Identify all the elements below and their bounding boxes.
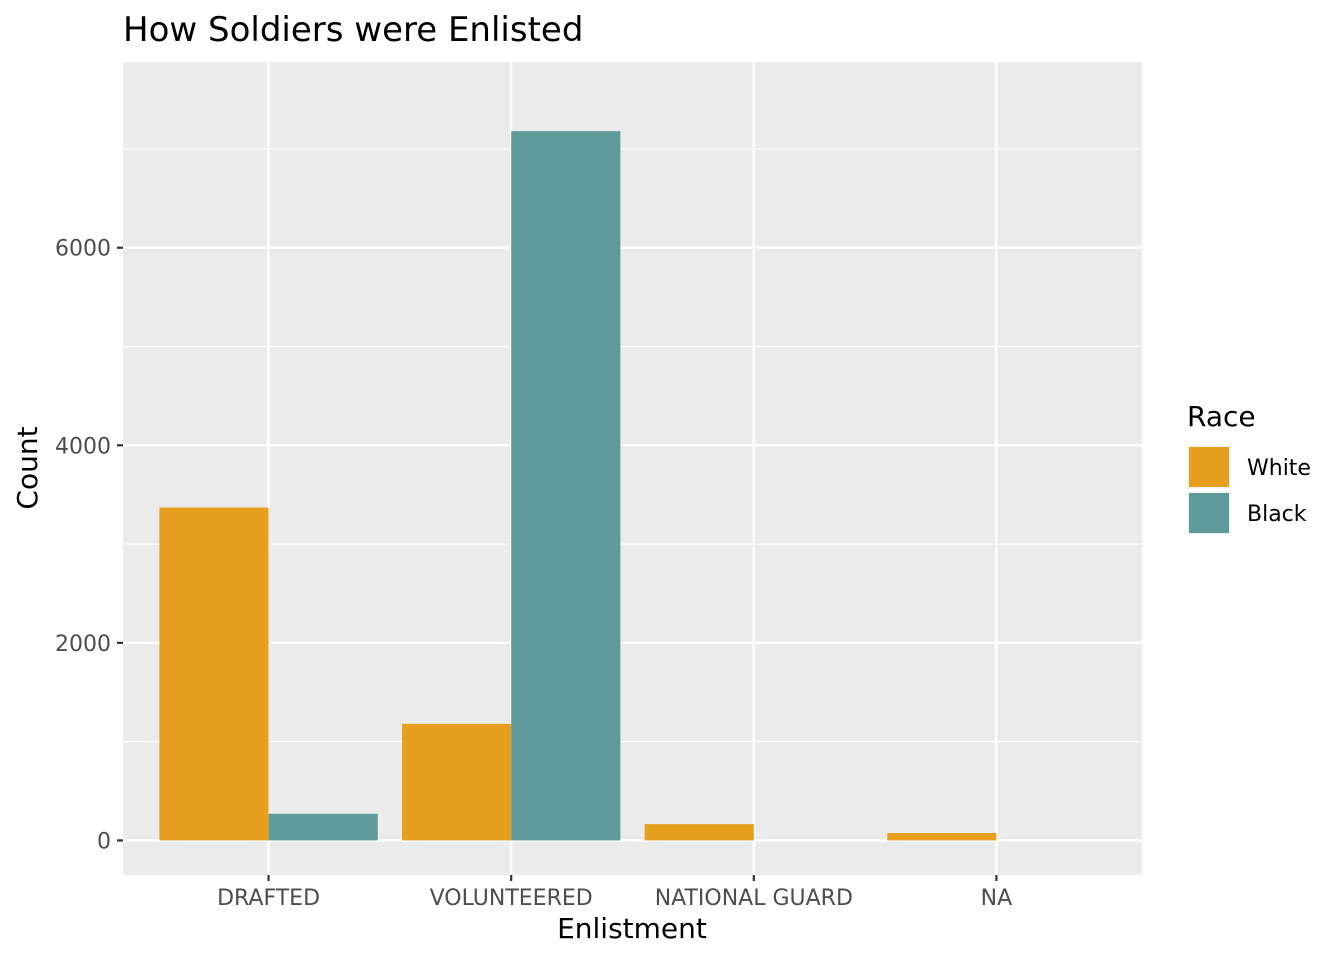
legend-title: Race — [1187, 400, 1256, 433]
x-tick-label: NATIONAL GUARD — [655, 886, 853, 911]
x-axis: DRAFTED VOLUNTEERED NATIONAL GUARD NA — [217, 875, 1012, 911]
y-axis: 0 2000 4000 6000 — [55, 237, 123, 854]
legend-label-white: White — [1247, 456, 1311, 481]
x-axis-title: Enlistment — [557, 912, 707, 945]
legend-label-black: Black — [1247, 502, 1307, 527]
bar-white-drafted — [159, 507, 269, 841]
bar-white-na — [887, 833, 997, 841]
plot-panel — [123, 62, 1142, 875]
legend-swatch-white — [1189, 447, 1229, 487]
chart-title: How Soldiers were Enlisted — [123, 10, 583, 50]
bar-black-drafted — [268, 813, 378, 841]
y-axis-title: Count — [11, 426, 44, 509]
minor-gridlines — [123, 148, 1142, 743]
bars — [159, 131, 997, 841]
y-tick-label: 6000 — [55, 237, 111, 262]
x-tick-label: VOLUNTEERED — [430, 886, 593, 911]
legend-swatch-black — [1189, 493, 1229, 533]
bar-black-volunteered — [511, 131, 621, 841]
bar-white-volunteered — [402, 723, 512, 841]
x-tick-label: DRAFTED — [217, 886, 320, 911]
y-tick-label: 2000 — [55, 632, 111, 657]
y-tick-label: 4000 — [55, 434, 111, 459]
y-tick-label: 0 — [97, 829, 111, 854]
x-tick-label: NA — [981, 886, 1013, 911]
bar-white-national-guard — [644, 824, 754, 841]
legend: Race White Black — [1186, 400, 1311, 536]
